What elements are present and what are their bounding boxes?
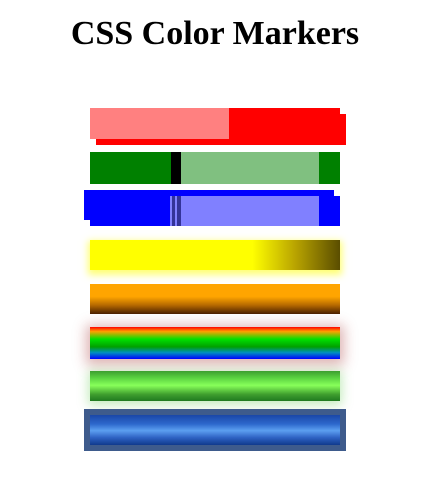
blue-marker — [90, 196, 340, 226]
rainbow-marker — [90, 327, 340, 359]
green-marker — [90, 152, 340, 184]
orange-marker — [90, 284, 340, 314]
page-title: CSS Color Markers — [70, 15, 360, 52]
blue-glossy-marker — [84, 409, 346, 451]
green-glossy-marker — [90, 371, 340, 401]
red-marker — [90, 108, 340, 139]
yellow-marker — [90, 240, 340, 270]
